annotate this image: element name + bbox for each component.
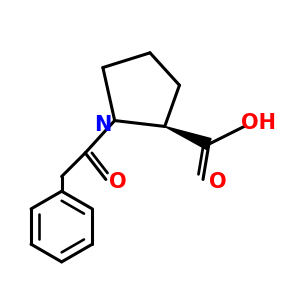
Text: N: N: [94, 115, 112, 135]
Text: O: O: [209, 172, 226, 192]
Polygon shape: [165, 126, 211, 150]
Text: OH: OH: [242, 113, 276, 134]
Text: O: O: [109, 172, 126, 192]
